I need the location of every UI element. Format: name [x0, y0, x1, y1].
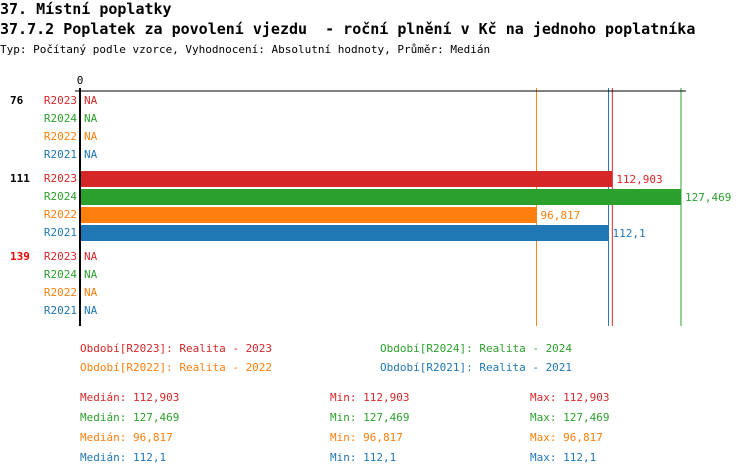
series-label: R2021 [44, 226, 77, 239]
series-label: R2024 [44, 112, 77, 125]
max-stat: Max: 127,469 [530, 411, 609, 424]
max-stat: Max: 112,1 [530, 451, 596, 464]
median-stat: Medián: 112,1 [80, 451, 166, 464]
legend-item: Období[R2022]: Realita - 2022 [80, 361, 272, 374]
min-stat: Min: 112,1 [330, 451, 396, 464]
bar-R2023 [80, 171, 613, 187]
series-label: R2022 [44, 286, 77, 299]
min-stat: Min: 112,903 [330, 391, 409, 404]
value-label: NA [84, 148, 98, 161]
x-tick-label: 0 [77, 74, 84, 87]
legend-item: Období[R2023]: Realita - 2023 [80, 342, 272, 355]
min-stat: Min: 96,817 [330, 431, 403, 444]
median-stat: Medián: 96,817 [80, 431, 173, 444]
value-label: NA [84, 304, 98, 317]
series-label: R2022 [44, 130, 77, 143]
value-label: NA [84, 286, 98, 299]
max-stat: Max: 96,817 [530, 431, 603, 444]
series-label: R2021 [44, 148, 77, 161]
max-stat: Max: 112,903 [530, 391, 609, 404]
median-stat: Medián: 127,469 [80, 411, 179, 424]
min-stat: Min: 127,469 [330, 411, 409, 424]
chart-subtitle: Typ: Počítaný podle vzorce, Vyhodnocení:… [0, 43, 491, 56]
value-label: NA [84, 112, 98, 125]
value-label: NA [84, 250, 98, 263]
series-label: R2023 [44, 250, 77, 263]
series-label: R2023 [44, 172, 77, 185]
group-label: 76 [10, 94, 24, 107]
series-label: R2024 [44, 190, 77, 203]
bar-R2022 [80, 207, 537, 223]
value-label: 127,469 [685, 191, 731, 204]
chart-title: 37.7.2 Poplatek za povolení vjezdu - roč… [0, 20, 696, 38]
series-label: R2022 [44, 208, 77, 221]
legend-item: Období[R2021]: Realita - 2021 [380, 361, 572, 374]
group-label: 139 [10, 250, 30, 263]
value-label: NA [84, 94, 98, 107]
section-title: 37. Místní poplatky [0, 0, 172, 18]
value-label: 96,817 [540, 209, 580, 222]
legend-item: Období[R2024]: Realita - 2024 [380, 342, 572, 355]
value-label: 112,903 [616, 173, 662, 186]
value-label: NA [84, 130, 98, 143]
median-stat: Medián: 112,903 [80, 391, 179, 404]
series-label: R2023 [44, 94, 77, 107]
bar-R2021 [80, 225, 609, 241]
group-label: 111 [10, 172, 30, 185]
series-label: R2021 [44, 304, 77, 317]
value-label: 112,1 [613, 227, 646, 240]
series-label: R2024 [44, 268, 77, 281]
bar-R2024 [80, 189, 681, 205]
value-label: NA [84, 268, 98, 281]
